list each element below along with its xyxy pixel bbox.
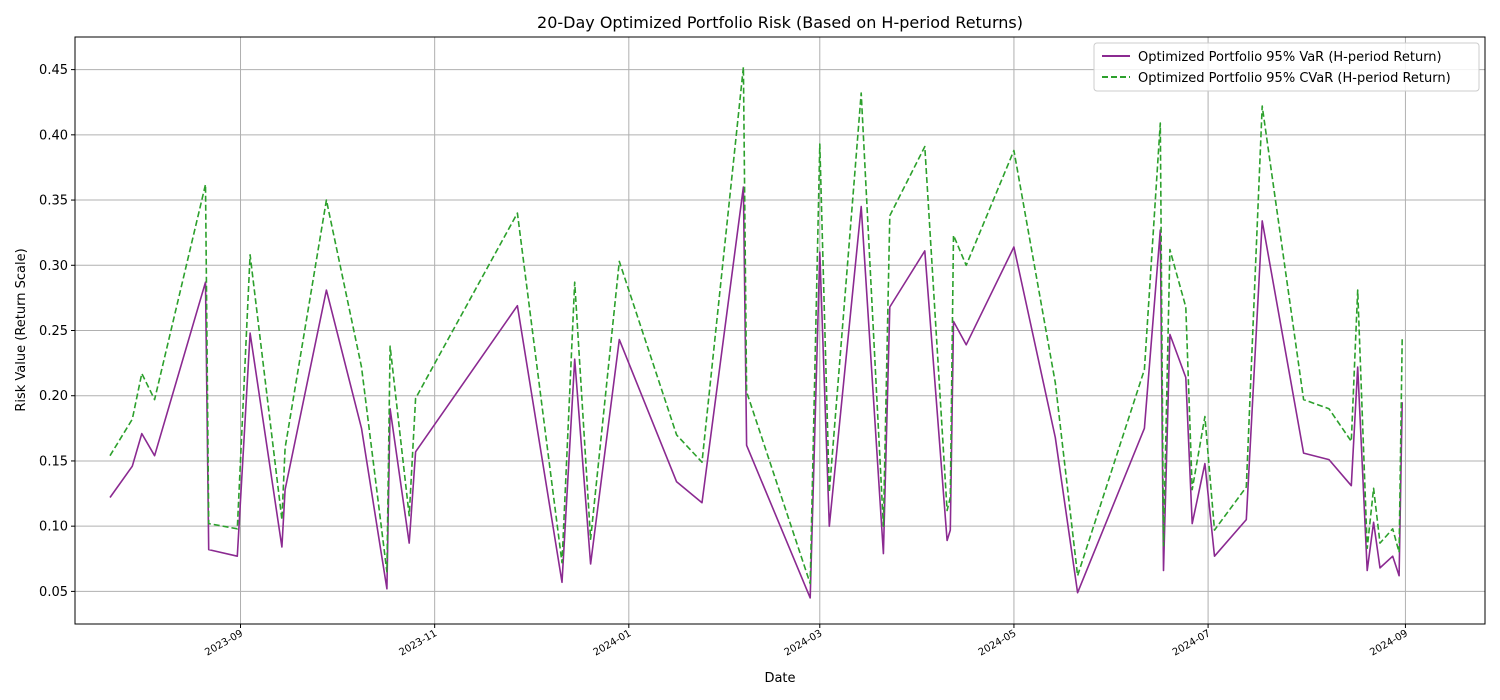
x-tick-label: 2024-01 xyxy=(592,628,634,658)
y-tick-label: 0.25 xyxy=(39,324,68,339)
y-tick-label: 0.05 xyxy=(39,585,68,600)
x-tick-label: 2023-09 xyxy=(203,628,245,658)
y-tick-label: 0.30 xyxy=(39,259,68,274)
x-tick-label: 2023-11 xyxy=(397,628,439,658)
series-lines xyxy=(109,66,1403,599)
x-tick-label: 2024-09 xyxy=(1368,628,1410,658)
y-tick-label: 0.10 xyxy=(39,520,68,535)
chart-title: 20-Day Optimized Portfolio Risk (Based o… xyxy=(537,13,1023,32)
x-axis-ticks: 2023-09 2023-11 2024-01 2024-03 2024-05 2024-… xyxy=(203,624,1410,658)
x-axis-title: Date xyxy=(764,671,795,686)
grid-lines xyxy=(75,37,1485,624)
legend-label-var: Optimized Portfolio 95% VaR (H-period Re… xyxy=(1138,50,1442,65)
y-tick-label: 0.15 xyxy=(39,454,68,469)
y-tick-label: 0.45 xyxy=(39,63,68,78)
y-tick-label: 0.35 xyxy=(39,194,68,209)
y-tick-label: 0.20 xyxy=(39,389,68,404)
x-tick-label: 2024-03 xyxy=(783,628,825,658)
legend: Optimized Portfolio 95% VaR (H-period Re… xyxy=(1093,42,1480,92)
legend-label-cvar: Optimized Portfolio 95% CVaR (H-period R… xyxy=(1138,71,1451,86)
series-line-cvar xyxy=(109,66,1403,585)
legend-box xyxy=(1093,42,1480,92)
x-tick-label: 2024-05 xyxy=(977,628,1019,658)
x-tick-label: 2024-07 xyxy=(1171,628,1213,658)
y-tick-label: 0.40 xyxy=(39,128,68,143)
y-axis-title: Risk Value (Return Scale) xyxy=(14,248,29,411)
series-line-var xyxy=(109,186,1403,599)
y-axis-ticks: 0.05 0.10 0.15 0.20 0.25 0.30 0.35 0.40 0.45 xyxy=(39,63,75,600)
